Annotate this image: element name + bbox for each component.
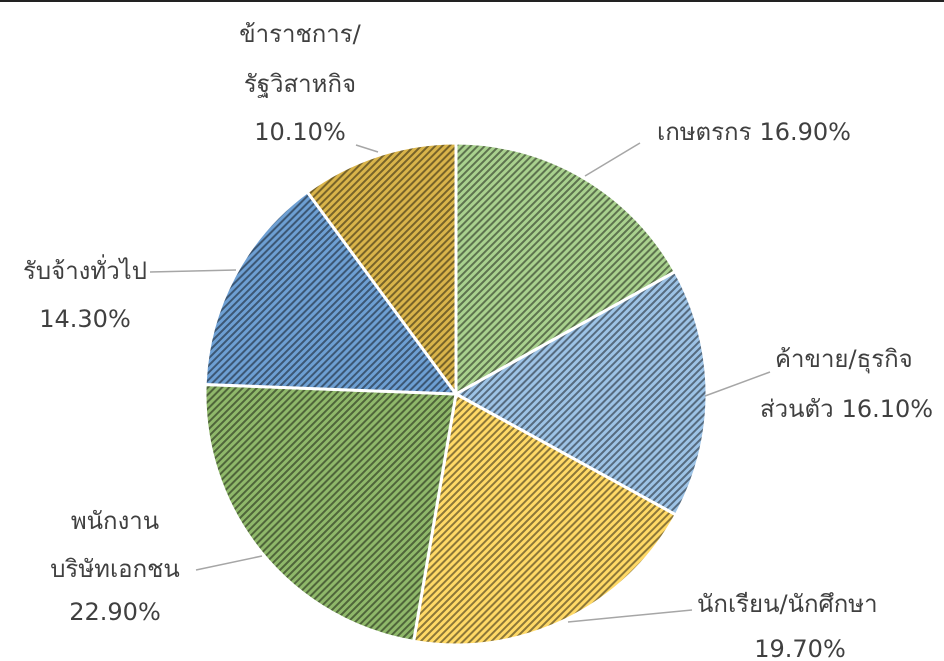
value-label: 14.30% xyxy=(39,305,131,333)
category-label: รับจ้างทั่วไป xyxy=(23,254,147,285)
chart: เกษตรกร16.90% ค้าขาย/ธุรกิจส่วนตัว 16.10% น… xyxy=(0,0,944,661)
value-label: 16.10% xyxy=(842,395,934,423)
leader-line xyxy=(150,270,236,272)
value-label: 10.10% xyxy=(254,118,346,146)
category-label: พนักงาน xyxy=(71,507,159,535)
slice xyxy=(205,385,456,642)
data-label: ส่วนตัว 16.10% xyxy=(760,395,933,423)
value-label: 16.90% xyxy=(759,118,851,146)
category-label: นักเรียน/นักศึกษา xyxy=(697,590,878,618)
leader-line xyxy=(196,556,262,570)
category-label: ค้าขาย/ธุรกิจ xyxy=(775,345,913,374)
leader-line xyxy=(356,145,378,152)
category-label: บริษัทเอกชน xyxy=(50,555,180,583)
category-label: รัฐวิสาหกิจ xyxy=(244,70,356,98)
category-label: ข้าราชการ/ xyxy=(239,20,361,48)
value-label: 22.90% xyxy=(69,598,161,626)
slices xyxy=(205,143,707,645)
category-label: เกษตรกร xyxy=(657,118,752,146)
leader-line xyxy=(568,610,692,622)
category-label: ส่วนตัว xyxy=(760,395,834,423)
value-label: 19.70% xyxy=(754,635,846,661)
leader-line xyxy=(705,372,770,396)
leader-line xyxy=(585,143,640,176)
